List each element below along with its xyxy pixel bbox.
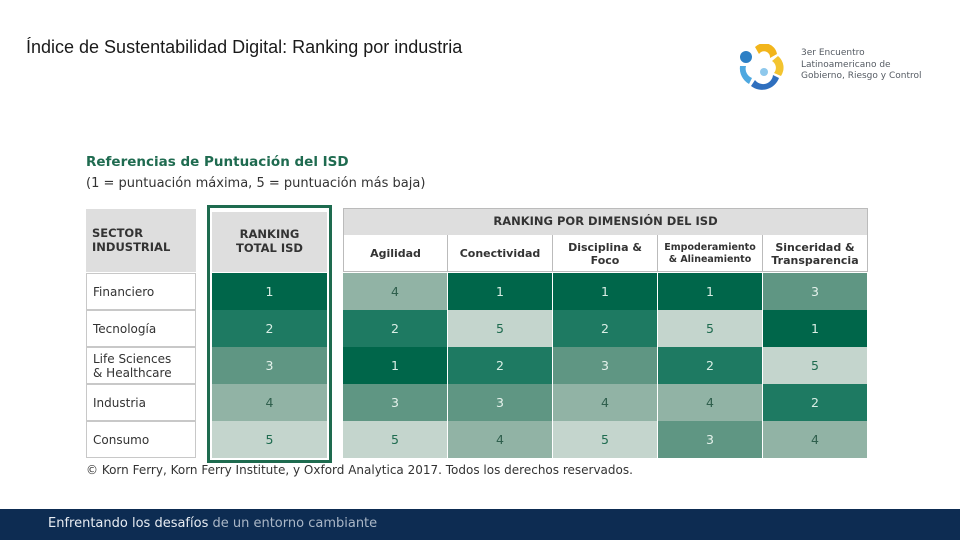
conference-logo-icon	[739, 44, 784, 90]
dimension-ranking-cell: 3	[448, 384, 552, 421]
dimension-ranking-cell: 4	[553, 384, 657, 421]
sector-cell: Life Sciences & Healthcare	[86, 347, 196, 384]
references-title: Referencias de Puntuación del ISD	[86, 154, 349, 170]
dimension-header-line: Disciplina &	[568, 240, 642, 254]
dimension-header-line: Sinceridad &	[775, 240, 855, 254]
logo-line: Latinoamericano de	[801, 59, 891, 70]
footer-light-text: de un entorno cambiante	[212, 516, 378, 531]
dimension-ranking-header: RANKING POR DIMENSIÓN DEL ISD	[343, 208, 868, 235]
dimension-header-line: & Alineamiento	[668, 253, 752, 265]
sector-cell: Consumo	[86, 421, 196, 458]
copyright-notice: © Korn Ferry, Korn Ferry Institute, y Ox…	[86, 463, 633, 477]
dimension-ranking-cell: 5	[448, 310, 552, 347]
logo-line: Gobierno, Riesgo y Control	[801, 71, 922, 81]
sector-header-line: SECTOR	[92, 226, 144, 240]
dimension-column-header: Conectividad	[448, 235, 553, 272]
dimension-ranking-cell: 5	[553, 421, 657, 458]
references-subtitle: (1 = puntuación máxima, 5 = puntuación m…	[86, 176, 426, 191]
dimension-column-header: Empoderamiento & Alineamiento	[658, 235, 763, 272]
dimension-ranking-cell: 5	[658, 310, 762, 347]
dimension-ranking-cell: 1	[448, 273, 552, 310]
dimension-header-line: Conectividad	[459, 247, 541, 260]
dimension-ranking-cell: 1	[763, 310, 867, 347]
dimension-ranking-cell: 5	[763, 347, 867, 384]
dimension-ranking-cell: 4	[658, 384, 762, 421]
dimension-header-line: Transparencia	[771, 253, 859, 267]
total-ranking-cell: 3	[212, 347, 327, 384]
dimension-header-line: Foco	[590, 253, 620, 267]
total-ranking-cell: 5	[212, 421, 327, 458]
footer-bold-text: Enfrentando los desafíos	[48, 516, 209, 531]
dimension-header-line: Empoderamiento	[664, 241, 756, 253]
sector-header: SECTOR INDUSTRIAL	[86, 209, 196, 272]
total-ranking-cell: 1	[212, 273, 327, 310]
dimension-ranking-cell: 4	[343, 273, 447, 310]
dimension-ranking-cell: 1	[343, 347, 447, 384]
total-header-line: TOTAL ISD	[236, 241, 303, 255]
dimension-column-header: Sinceridad & Transparencia	[763, 235, 868, 272]
dimension-ranking-cell: 3	[763, 273, 867, 310]
dimension-column-header: Agilidad	[343, 235, 448, 272]
dimension-ranking-cell: 2	[448, 347, 552, 384]
dimension-ranking-cell: 1	[658, 273, 762, 310]
footer-bar: Enfrentando los desafíos de un entorno c…	[0, 509, 960, 540]
total-ranking-cell: 2	[212, 310, 327, 347]
dimension-ranking-cell: 4	[763, 421, 867, 458]
dimension-header-line: Agilidad	[370, 247, 421, 260]
dimension-ranking-cell: 1	[553, 273, 657, 310]
dimension-ranking-cell: 3	[553, 347, 657, 384]
logo-line: 3er Encuentro	[801, 48, 865, 58]
sector-header-line: INDUSTRIAL	[92, 240, 171, 254]
total-ranking-cell: 4	[212, 384, 327, 421]
dimension-ranking-cell: 2	[343, 310, 447, 347]
sector-cell: Financiero	[86, 273, 196, 310]
dimension-ranking-cell: 3	[343, 384, 447, 421]
sector-cell: Tecnología	[86, 310, 196, 347]
dimension-ranking-cell: 5	[343, 421, 447, 458]
dimension-ranking-cell: 3	[658, 421, 762, 458]
dimension-ranking-cell: 2	[763, 384, 867, 421]
logo-text: 3er Encuentro Latinoamericano de Gobiern…	[801, 48, 922, 83]
dimension-ranking-cell: 2	[553, 310, 657, 347]
dimension-ranking-cell: 4	[448, 421, 552, 458]
total-ranking-header: RANKING TOTAL ISD	[212, 212, 327, 272]
page-title: Índice de Sustentabilidad Digital: Ranki…	[26, 37, 463, 57]
dimension-column-header: Disciplina & Foco	[553, 235, 658, 272]
dimension-ranking-cell: 2	[658, 347, 762, 384]
sector-cell: Industria	[86, 384, 196, 421]
footer-text: Enfrentando los desafíos de un entorno c…	[48, 516, 377, 531]
total-header-line: RANKING	[239, 227, 300, 241]
